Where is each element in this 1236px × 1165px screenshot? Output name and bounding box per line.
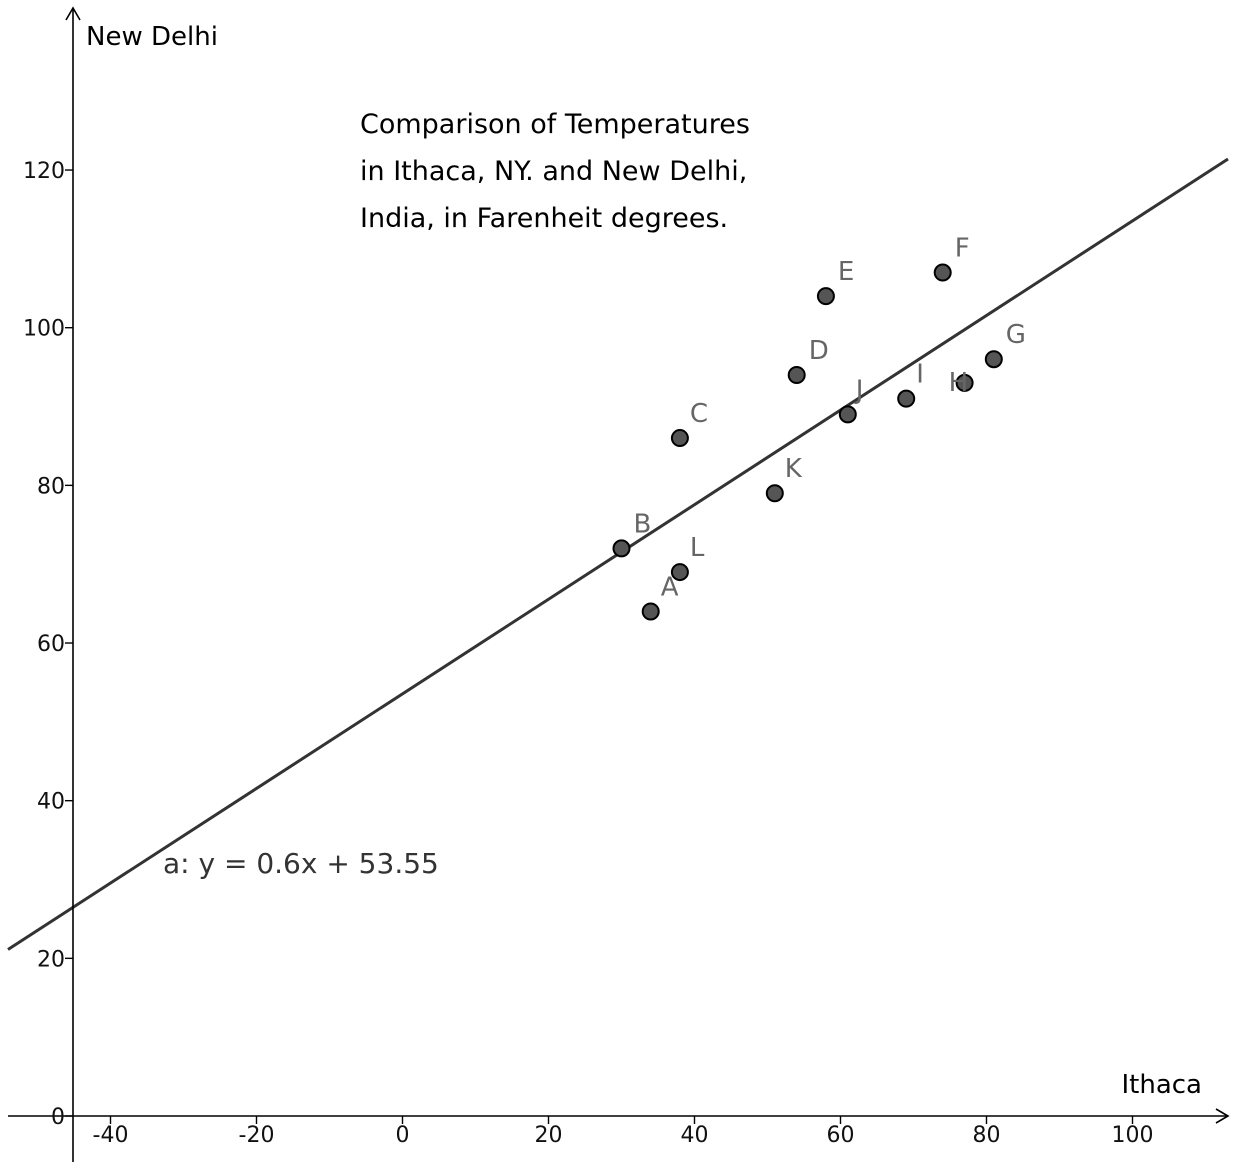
chart-title-line-3: India, in Farenheit degrees. bbox=[360, 203, 728, 234]
data-point-g bbox=[986, 351, 1002, 367]
point-label-d: D bbox=[809, 336, 829, 366]
y-tick-label: 40 bbox=[37, 790, 65, 815]
chart-text: New Delhi Ithaca Comparison of Temperatu… bbox=[86, 22, 1202, 1100]
point-label-f: F bbox=[955, 234, 970, 264]
regression-equation: a: y = 0.6x + 53.55 bbox=[163, 847, 439, 880]
point-label-k: K bbox=[785, 454, 803, 484]
chart-title-line-1: Comparison of Temperatures bbox=[360, 109, 750, 140]
y-tick-label: 20 bbox=[37, 947, 65, 972]
chart-title-line-2: in Ithaca, NY. and New Delhi, bbox=[360, 156, 747, 187]
point-label-e: E bbox=[838, 257, 854, 287]
point-label-l: L bbox=[690, 533, 705, 563]
data-point-f bbox=[935, 265, 951, 281]
x-tick-label: 100 bbox=[1112, 1123, 1154, 1148]
x-tick-label: 80 bbox=[973, 1123, 1001, 1148]
y-tick-label: 120 bbox=[23, 159, 65, 184]
x-tick-label: 20 bbox=[535, 1123, 563, 1148]
y-tick-label: 60 bbox=[37, 632, 65, 657]
y-axis-title: New Delhi bbox=[86, 22, 218, 52]
point-label-g: G bbox=[1006, 320, 1026, 350]
x-tick-label: 0 bbox=[396, 1123, 410, 1148]
data-point-d bbox=[789, 367, 805, 383]
data-point-a bbox=[643, 603, 659, 619]
data-point-l bbox=[672, 564, 688, 580]
y-tick-label: 0 bbox=[51, 1105, 65, 1130]
point-label-h: H bbox=[949, 368, 969, 398]
data-point-e bbox=[818, 288, 834, 304]
data-point-b bbox=[614, 540, 630, 556]
y-tick-label: 100 bbox=[23, 317, 65, 342]
x-tick-label: 60 bbox=[827, 1123, 855, 1148]
x-tick-label: -40 bbox=[93, 1123, 129, 1148]
data-point-i bbox=[898, 391, 914, 407]
point-label-i: I bbox=[916, 360, 924, 390]
point-label-c: C bbox=[690, 399, 708, 429]
x-tick-label: 40 bbox=[681, 1123, 709, 1148]
x-axis-title: Ithaca bbox=[1121, 1070, 1202, 1100]
data-point-j bbox=[840, 406, 856, 422]
data-point-k bbox=[767, 485, 783, 501]
point-label-b: B bbox=[634, 509, 652, 539]
data-point-c bbox=[672, 430, 688, 446]
point-label-j: J bbox=[854, 375, 864, 405]
y-tick-label: 80 bbox=[37, 474, 65, 499]
x-tick-label: -20 bbox=[239, 1123, 275, 1148]
